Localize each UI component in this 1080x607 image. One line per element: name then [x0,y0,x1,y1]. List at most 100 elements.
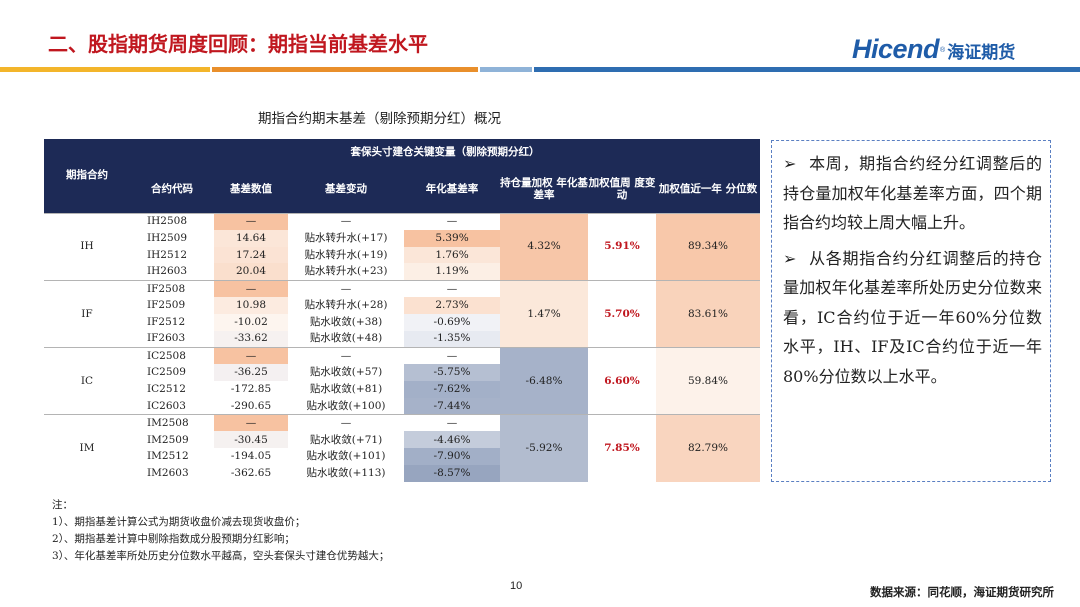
change-cell: — [288,414,404,432]
basis-cell: -33.62 [214,330,288,348]
annual-cell: -7.62% [404,380,500,398]
table-row: IH IH2508 — — — 4.32% 5.91% 89.34% [44,212,760,281]
annual-cell: — [404,346,500,365]
header-stripe-yellow [0,67,210,72]
basis-table: 期指合约 套保头寸建仓关键变量（剔除预期分红） 合约代码 基差数值 基差变动 年… [44,139,760,482]
change-cell: — [288,212,404,230]
table-row: IC2512 -172.85 贴水收敛(+81) -7.62% [44,380,760,398]
basis-cell: -172.85 [214,380,288,398]
table-body: IH IH2508 — — — 4.32% 5.91% 89.34% IH250… [44,212,760,482]
group-label: IF [44,279,130,348]
annual-cell: -1.35% [404,330,500,348]
annual-cell: -8.57% [404,464,500,482]
code-cell: IH2508 [130,212,214,230]
logo-chinese-name: 海证期货 [947,43,1016,63]
change-cell: 贴水收敛(+81) [309,383,383,396]
change-cell: 贴水转升水(+28) [304,299,388,312]
weighted-cell: -6.48% [500,346,588,415]
percentile-cell: 89.34% [656,212,760,281]
data-source: 数据来源：同花顺，海证期货研究所 [870,585,1054,599]
bullet-arrow-icon: ➢ [783,248,797,268]
code-cell: IC2603 [147,399,186,412]
table-row: IF IF2508 — — — 1.47% 5.70% 83.61% [44,279,760,348]
commentary-text: 本周，期指合约经分红调整后的持仓量加权年化基差率方面，四个期指合约均较上周大幅上… [783,154,1042,232]
header-contract-group: 期指合约 [44,139,130,213]
change-cell: 贴水收敛(+38) [309,315,383,328]
percentile-cell: 83.61% [656,279,760,348]
percentile-cell: 59.84% [656,346,760,415]
weighted-cell: 1.47% [500,279,588,348]
basis-cell: — [214,346,288,365]
change-cell: 贴水转升水(+19) [304,248,388,261]
basis-cell: — [214,279,288,297]
table-row: IF2603 -33.62 贴水收敛(+48) -1.35% [44,330,760,348]
weekly-change-cell: 7.85% [588,414,656,482]
basis-cell: — [214,414,288,432]
note-item: 1）、期指基差计算公式为期货收盘价减去现货收盘价； [52,516,306,528]
weekly-change-cell: 5.91% [588,212,656,281]
basis-cell: -194.05 [214,448,288,465]
annual-cell: — [404,212,500,230]
table-row: IC IC2508 — — — -6.48% 6.60% 59.84% [44,346,760,415]
code-cell: IM2509 [147,433,189,446]
basis-cell: -30.45 [214,431,288,449]
note-item: 3）、年化基差率所处历史分位数水平越高，空头套保头寸建仓优势越大； [52,550,390,562]
basis-cell: -362.65 [214,464,288,482]
change-cell: — [288,279,404,297]
header-percentile: 加权值近一年 分位数 [656,166,760,213]
code-cell: IH2509 [147,231,188,244]
group-label: IM [44,414,130,482]
change-cell: 贴水收敛(+48) [309,332,383,345]
note-item: 2）、期指基差计算中剔除指数成分股预期分红影响； [52,533,295,545]
code-cell: IC2509 [147,366,186,379]
table-row: IM2512 -194.05 贴水收敛(+101) -7.90% [44,448,760,465]
table-row: IC2603 -290.65 贴水收敛(+100) -7.44% [44,397,760,415]
basis-cell: -36.25 [214,364,288,381]
code-cell: IM2603 [147,467,189,480]
code-cell: IM2508 [130,414,214,432]
page-title: 二、股指期货周度回顾：期指当前基差水平 [48,32,428,56]
change-cell: 贴水转升水(+17) [304,231,388,244]
basis-cell: 14.64 [214,229,288,247]
annual-cell: -0.69% [404,313,500,331]
group-label: IC [44,346,130,415]
bullet-arrow-icon: ➢ [783,154,797,173]
basis-cell: 10.98 [214,296,288,314]
change-cell: 贴水收敛(+100) [306,399,386,412]
annual-cell: -7.90% [404,448,500,465]
table-row: IH2603 20.04 贴水转升水(+23) 1.19% [44,263,760,281]
annual-cell: 1.76% [404,246,500,264]
basis-cell: — [214,212,288,230]
group-label: IH [44,212,130,281]
logo-wordmark: Hicend [852,34,940,64]
commentary-text: 从各期指合约分红调整后的持仓量加权年化基差率所处历史分位数来看，IC合约位于近一… [783,248,1042,386]
change-cell: 贴水收敛(+57) [309,366,383,379]
logo-registered-mark: ® [940,46,946,54]
change-cell: — [288,346,404,365]
weekly-change-cell: 5.70% [588,279,656,348]
table-title: 期指合约期末基差（剔除预期分红）概况 [258,111,501,127]
header-weekly-change: 加权值周 度变动 [588,166,656,213]
annual-cell: -5.75% [404,364,500,381]
annual-cell: -4.46% [404,431,500,449]
table-row: IM IM2508 — — — -5.92% 7.85% 82.79% [44,414,760,482]
code-cell: IC2512 [147,383,186,396]
table-row: IH2512 17.24 贴水转升水(+19) 1.76% [44,246,760,264]
weighted-cell: -5.92% [500,414,588,482]
code-cell: IC2508 [130,346,214,365]
table-row: IH2509 14.64 贴水转升水(+17) 5.39% [44,229,760,247]
page-number: 10 [510,580,523,592]
weighted-cell: 4.32% [500,212,588,281]
header-stripe-blue [534,67,1080,72]
commentary-box: ➢ 本周，期指合约经分红调整后的持仓量加权年化基差率方面，四个期指合约均较上周大幅… [771,140,1051,482]
code-cell: IH2512 [147,248,188,261]
header-code: 合约代码 [130,166,214,213]
change-cell: 贴水转升水(+23) [304,265,388,278]
header-stripe-light-blue [480,67,532,72]
annual-cell: — [404,414,500,432]
annual-cell: -7.44% [404,397,500,415]
code-cell: IF2509 [147,299,186,312]
basis-cell: 17.24 [214,246,288,264]
annual-cell: — [404,279,500,297]
annual-cell: 2.73% [404,296,500,314]
